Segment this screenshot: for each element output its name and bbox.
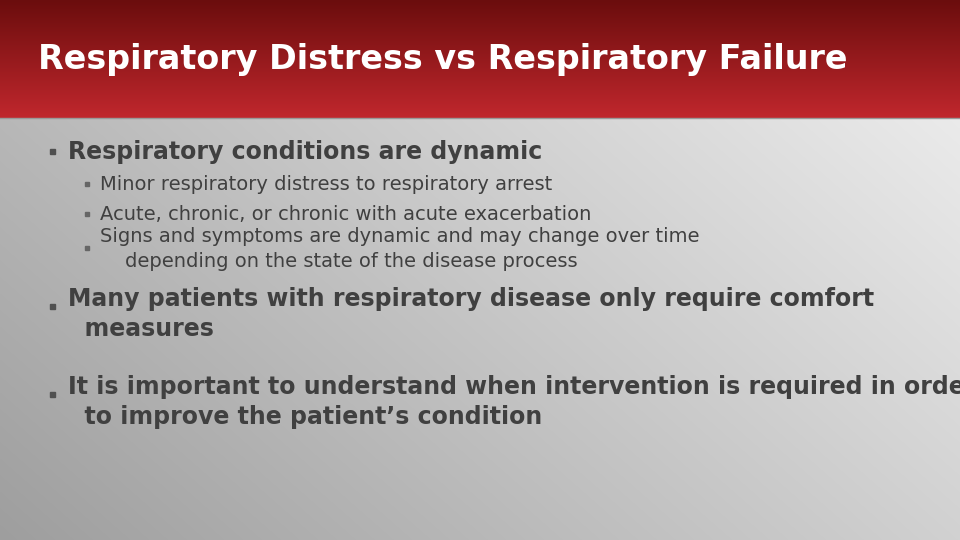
Text: Respiratory conditions are dynamic: Respiratory conditions are dynamic [68,140,542,164]
Bar [85,246,89,250]
Text: Many patients with respiratory disease only require comfort
  measures: Many patients with respiratory disease o… [68,287,875,341]
Text: Minor respiratory distress to respiratory arrest: Minor respiratory distress to respirator… [100,176,552,194]
Bar [85,182,89,186]
Text: Signs and symptoms are dynamic and may change over time
    depending on the sta: Signs and symptoms are dynamic and may c… [100,227,700,271]
Bar [50,148,55,153]
Bar [50,303,55,308]
Text: Respiratory Distress vs Respiratory Failure: Respiratory Distress vs Respiratory Fail… [38,43,848,76]
Bar [85,212,89,216]
Text: It is important to understand when intervention is required in order
  to improv: It is important to understand when inter… [68,375,960,429]
Text: Acute, chronic, or chronic with acute exacerbation: Acute, chronic, or chronic with acute ex… [100,206,591,225]
Bar [50,392,55,396]
